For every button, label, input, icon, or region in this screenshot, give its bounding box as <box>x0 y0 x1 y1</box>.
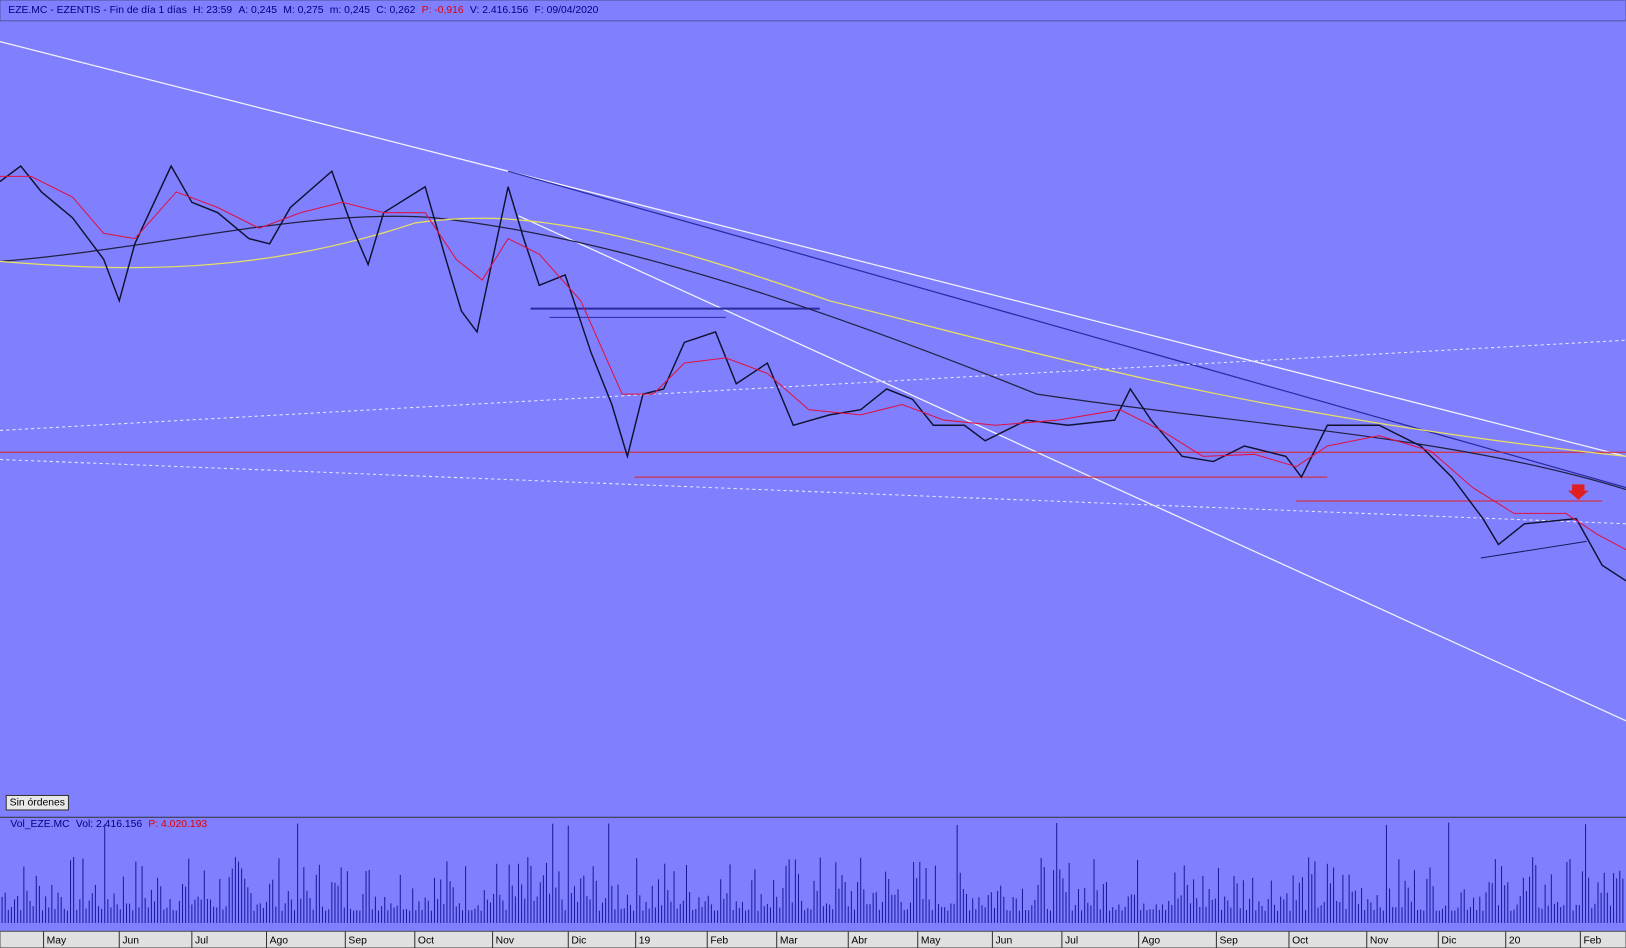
signal-arrow <box>1567 484 1589 500</box>
orders-button[interactable] <box>5 794 69 811</box>
axis-label: Nov <box>496 935 515 946</box>
volume-bars <box>1 822 1624 924</box>
header-field: A: 0,245 <box>238 5 277 16</box>
header-field: P: -0,916 <box>422 5 464 16</box>
axis-label: Abr <box>851 935 868 946</box>
axis-label: 20 <box>1509 935 1521 946</box>
header-field: F: 09/04/2020 <box>535 5 599 16</box>
channel-line <box>1480 540 1587 559</box>
moving-average-long <box>0 215 1626 491</box>
axis-label: Jun <box>996 935 1013 946</box>
header-field: M: 0,275 <box>283 5 324 16</box>
header-field: EZE.MC - EZENTIS - Fin de día 1 días <box>8 5 186 16</box>
axis-label: Jul <box>1065 935 1078 946</box>
axis-label: Nov <box>1370 935 1389 946</box>
price-line <box>0 164 1626 582</box>
header-field: Vol_EZE.MC <box>10 819 70 830</box>
orders-button-label[interactable]: Sin órdenes <box>10 797 65 808</box>
axis-label: Jun <box>122 935 139 946</box>
moving-average-short <box>0 175 1626 551</box>
axis-label: May <box>47 935 67 946</box>
header-field: Vol: 2.416.156 <box>76 819 142 830</box>
time-axis-labels: May Jun Jul Ago Sep Oct Nov Dic 19 Feb Mar Abr May Ju… <box>43 931 1602 948</box>
axis-label: Oct <box>418 935 434 946</box>
axis-label: Oct <box>1292 935 1308 946</box>
header-bar <box>0 0 1626 22</box>
dashed-line <box>0 339 1626 431</box>
trend-line <box>518 215 1626 722</box>
axis-label: Ago <box>270 935 289 946</box>
axis-label: Mar <box>780 935 798 946</box>
range-box <box>530 307 820 310</box>
trend-line <box>507 170 1626 489</box>
header-field: H: 23:59 <box>193 5 232 16</box>
header-field: m: 0,245 <box>330 5 371 16</box>
axis-label: Jul <box>195 935 208 946</box>
axis-label: Sep <box>1220 935 1239 946</box>
trend-line <box>0 40 1626 457</box>
volume-header: Vol_EZE.MC Vol: 2.416.156 P: 4.020.193 <box>10 819 207 830</box>
header-field: C: 0,262 <box>376 5 415 16</box>
axis-label: 19 <box>639 935 651 946</box>
axis-label: Feb <box>710 935 728 946</box>
axis-label: Sep <box>348 935 367 946</box>
axis-label: Ago <box>1142 935 1161 946</box>
axis-label: May <box>921 935 941 946</box>
header-field: P: 4.020.193 <box>148 819 207 830</box>
header-field: V: 2.416.156 <box>470 5 529 16</box>
axis-label: Dic <box>571 935 586 946</box>
header: EZE.MC - EZENTIS - Fin de día 1 días H: 2… <box>8 5 598 16</box>
moving-average-mid <box>0 217 1626 457</box>
axis-label: Feb <box>1583 935 1601 946</box>
axis-label: Dic <box>1441 935 1456 946</box>
